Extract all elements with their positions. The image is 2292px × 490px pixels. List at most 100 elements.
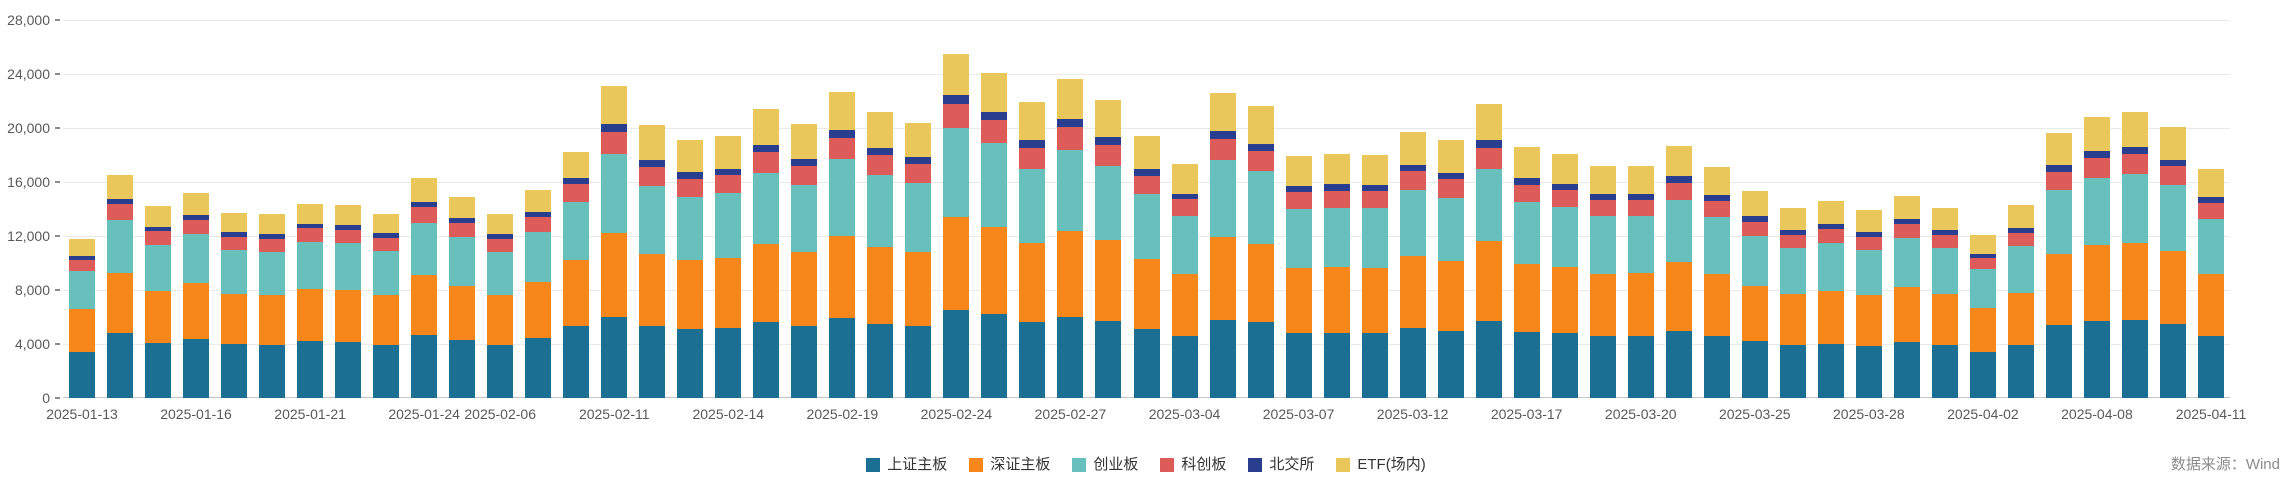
bar-segment-chinext (1855, 250, 1882, 296)
bar-segment-chinext (1057, 149, 1084, 231)
bar-segment-star (753, 152, 780, 173)
bar-segment-etf (373, 214, 400, 234)
bar-segment-sz-main (1817, 290, 1844, 344)
bar-segment-chinext (1399, 190, 1426, 257)
x-tick-label: 2025-02-24 (920, 406, 993, 422)
gridline (63, 128, 2230, 129)
x-tick-label: 2025-04-02 (1947, 406, 2019, 422)
bar-segment-etf (2007, 204, 2034, 228)
bar-segment-sz-main (1361, 267, 1388, 334)
bar-segment-bse (221, 231, 248, 237)
legend-item-chinext: 创业板 (1072, 456, 1138, 474)
bar-segment-etf (1057, 79, 1084, 120)
bar-segment-sh-main (1399, 327, 1426, 398)
bar-segment-sh-main (981, 314, 1008, 398)
bar-segment-sh-main (1931, 345, 1958, 398)
bar-segment-etf (487, 214, 514, 235)
bar-segment-sz-main (2007, 292, 2034, 345)
bar-segment-sz-main (2045, 253, 2072, 326)
bar-segment-chinext (905, 183, 932, 253)
bar-segment-star (1969, 257, 1996, 270)
bar-segment-sz-main (297, 288, 324, 342)
bar-segment-etf (221, 213, 248, 232)
bar-segment-bse (677, 172, 704, 179)
bar-segment-star (2159, 166, 2186, 186)
bar-segment-star (1741, 221, 1768, 236)
bar-segment-bse (525, 212, 552, 218)
bar-segment-star (905, 164, 932, 184)
bar-segment-sz-main (639, 253, 666, 327)
bar-segment-etf (829, 91, 856, 130)
bar-segment-sz-main (1057, 230, 1084, 317)
bar-segment-chinext (1779, 248, 1806, 295)
bar-segment-star (1285, 192, 1312, 209)
bar-segment-sh-main (791, 326, 818, 398)
bar-segment-star (1627, 200, 1654, 217)
legend-label-etf: ETF(场内) (1357, 456, 1426, 473)
bar-segment-bse (335, 225, 362, 230)
x-tick-label: 2025-01-24 (388, 406, 460, 422)
bar-segment-chinext (107, 219, 134, 274)
bar-segment-sh-main (1665, 330, 1692, 398)
bar-segment-star (1931, 234, 1958, 249)
bar-segment-sh-main (107, 333, 134, 398)
bar-segment-sh-main (297, 341, 324, 398)
bar-segment-star (221, 236, 248, 250)
bar-segment-bse (1209, 131, 1236, 140)
bar-segment-star (1323, 190, 1350, 208)
bar-segment-bse (1741, 216, 1768, 222)
bar-segment-sz-main (1741, 285, 1768, 342)
bar-segment-sh-main (943, 310, 970, 398)
x-tick-label: 2025-03-17 (1490, 406, 1563, 422)
bar-segment-star (601, 131, 628, 154)
bar-segment-sz-main (145, 290, 172, 343)
bar-segment-etf (107, 175, 134, 199)
y-tick-label: 24,000 (7, 66, 50, 82)
bar-segment-bse (1399, 164, 1426, 172)
bar-segment-sz-main (677, 260, 704, 330)
bar-segment-star (69, 259, 95, 272)
bar-segment-sz-main (1703, 273, 1730, 336)
bar-segment-sh-main (905, 326, 932, 398)
bar-segment-star (1361, 191, 1388, 209)
legend-label-sz-main: 深证主板 (990, 456, 1051, 473)
bar-segment-bse (2083, 151, 2110, 159)
bar-segment-star (715, 175, 742, 194)
bar-segment-star (639, 167, 666, 187)
bar-segment-chinext (1019, 168, 1046, 243)
bar-segment-bse (107, 198, 134, 205)
bar-segment-chinext (525, 231, 552, 282)
bar-segment-sz-main (981, 226, 1008, 315)
bar-segment-etf (1817, 200, 1844, 224)
bar-segment-etf (1437, 140, 1464, 173)
bar-segment-sh-main (1361, 333, 1388, 398)
bar-segment-bse (1057, 119, 1084, 128)
legend-item-sz-main: 深证主板 (969, 456, 1050, 474)
bar-segment-chinext (373, 250, 400, 295)
bar-segment-sz-main (1969, 308, 1996, 353)
y-tick-mark (55, 73, 60, 75)
legend-swatch-bse (1248, 458, 1263, 472)
bar-segment-etf (411, 177, 438, 202)
y-tick-mark (55, 19, 60, 21)
bar-segment-bse (2121, 146, 2148, 154)
bar-segment-sz-main (715, 257, 742, 328)
bar-segment-sh-main (1057, 317, 1084, 398)
x-tick-label: 2025-01-21 (274, 406, 346, 422)
x-tick-label: 2025-01-13 (46, 406, 118, 422)
bar-segment-sh-main (1779, 345, 1806, 398)
bar-segment-star (1057, 127, 1084, 150)
x-tick-label: 2025-03-12 (1376, 406, 1449, 422)
bar-segment-star (1133, 175, 1160, 195)
legend-swatch-chinext (1072, 458, 1087, 472)
data-source-label: 数据来源：Wind (2170, 456, 2280, 473)
bar-segment-star (2197, 203, 2224, 220)
bar-segment-bse (829, 129, 856, 138)
bar-segment-sz-main (601, 233, 628, 317)
bar-segment-sh-main (2083, 321, 2110, 398)
bar-segment-chinext (1589, 216, 1616, 274)
bar-segment-sz-main (1323, 267, 1350, 334)
bar-segment-sh-main (677, 329, 704, 398)
bar-segment-etf (1551, 153, 1578, 184)
bar-segment-sz-main (1399, 256, 1426, 328)
